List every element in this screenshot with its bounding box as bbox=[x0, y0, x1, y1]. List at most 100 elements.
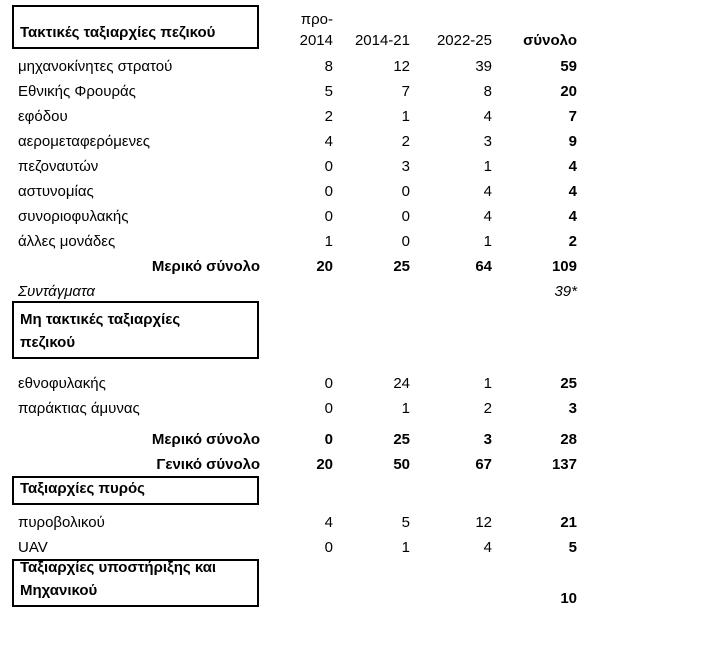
cell-2022-25: 8 bbox=[483, 83, 492, 100]
cell-pre-2014: 20 bbox=[316, 258, 333, 275]
cell-2014-21: 1 bbox=[401, 108, 410, 125]
table-row-mechanized: μηχανοκίνητες στρατού 8 12 39 59 bbox=[0, 54, 577, 79]
cell-2022-25: 2 bbox=[483, 400, 492, 417]
cell-2022-25: 4 bbox=[483, 208, 492, 225]
row-label: μηχανοκίνητες στρατού bbox=[18, 58, 173, 75]
cell-pre-2014: 0 bbox=[324, 400, 333, 417]
cell-2014-21: 24 bbox=[393, 375, 410, 392]
cell-2014-21: 5 bbox=[401, 514, 410, 531]
cell-total: 25 bbox=[560, 375, 577, 392]
table-row-other-units: άλλες μονάδες 1 0 1 2 bbox=[0, 229, 577, 254]
cell-2022-25: 3 bbox=[483, 431, 492, 448]
cell-2014-21: 0 bbox=[401, 183, 410, 200]
cell-pre-2014: 4 bbox=[324, 133, 333, 150]
cell-total: 137 bbox=[551, 456, 577, 473]
cell-2014-21: 7 bbox=[401, 83, 410, 100]
table-row-assault: εφόδου 2 1 4 7 bbox=[0, 104, 577, 129]
row-label: Γενικό σύνολο bbox=[156, 456, 260, 473]
cell-2014-21: 2 bbox=[401, 133, 410, 150]
cell-pre-2014: 0 bbox=[324, 431, 333, 448]
cell-pre-2014: 4 bbox=[324, 514, 333, 531]
cell-total: 7 bbox=[568, 108, 577, 125]
section-title-line1: Μη τακτικές ταξιαρχίες bbox=[20, 311, 181, 328]
cell-total: 21 bbox=[560, 514, 577, 531]
cell-2014-21: 12 bbox=[393, 58, 410, 75]
section-title: Τακτικές ταξιαρχίες πεζικού bbox=[20, 24, 216, 41]
cell-total: 109 bbox=[551, 258, 577, 275]
cell-total: 2 bbox=[568, 233, 577, 250]
cell-total: 4 bbox=[568, 183, 577, 200]
section-header-fire-brigades: Ταξιαρχίες πυρός bbox=[12, 476, 259, 505]
section-header-regular-infantry: Τακτικές ταξιαρχίες πεζικού bbox=[12, 5, 259, 49]
cell-2022-25: 3 bbox=[483, 133, 492, 150]
cell-pre-2014: 0 bbox=[324, 539, 333, 556]
column-header-2014-21: 2014-21 bbox=[354, 32, 410, 49]
table-row-uav: UAV 0 1 4 5 bbox=[0, 535, 577, 560]
cell-2022-25: 1 bbox=[483, 233, 492, 250]
row-label: συνοριοφυλακής bbox=[18, 208, 129, 225]
cell-2022-25: 4 bbox=[483, 108, 492, 125]
cell-2022-25: 1 bbox=[483, 375, 492, 392]
table-row-support-total: 10 bbox=[0, 586, 577, 611]
row-label: UAV bbox=[18, 539, 48, 556]
cell-2022-25: 4 bbox=[483, 539, 492, 556]
table-row-national-guard: Εθνικής Φρουράς 5 7 8 20 bbox=[0, 79, 577, 104]
cell-2014-21: 50 bbox=[393, 456, 410, 473]
cell-pre-2014: 0 bbox=[324, 208, 333, 225]
table-row-subtotal-regular: Μερικό σύνολο 20 25 64 109 bbox=[0, 254, 577, 279]
table-row-national-militia: εθνοφυλακής 0 24 1 25 bbox=[0, 371, 577, 396]
cell-2014-21: 25 bbox=[393, 258, 410, 275]
cell-pre-2014: 8 bbox=[324, 58, 333, 75]
section-title-line2: πεζικού bbox=[20, 334, 76, 351]
table-row-subtotal-irregular: Μερικό σύνολο 0 25 3 28 bbox=[0, 427, 577, 452]
cell-total: 28 bbox=[560, 431, 577, 448]
cell-total: 10 bbox=[560, 590, 577, 607]
row-label: Μερικό σύνολο bbox=[151, 258, 260, 275]
column-headers: προ- 2014 2014-21 2022-25 σύνολο bbox=[260, 5, 577, 51]
cell-total: 59 bbox=[560, 58, 577, 75]
cell-2014-21: 0 bbox=[401, 233, 410, 250]
table-row-police: αστυνομίας 0 0 4 4 bbox=[0, 179, 577, 204]
table-row-marine: πεζοναυτών 0 3 1 4 bbox=[0, 154, 577, 179]
cell-2022-25: 67 bbox=[475, 456, 492, 473]
cell-2014-21: 3 bbox=[401, 158, 410, 175]
cell-2022-25: 39 bbox=[475, 58, 492, 75]
cell-total: 5 bbox=[568, 539, 577, 556]
section-header-irregular-infantry: Μη τακτικές ταξιαρχίες πεζικού bbox=[12, 301, 259, 359]
row-label: εθνοφυλακής bbox=[18, 375, 106, 392]
table-row-artillery: πυροβολικού 4 5 12 21 bbox=[0, 510, 577, 535]
table-row-coastal-defense: παράκτιας άμυνας 0 1 2 3 bbox=[0, 396, 577, 421]
row-label: εφόδου bbox=[18, 108, 68, 125]
cell-pre-2014: 0 bbox=[324, 375, 333, 392]
cell-pre-2014: 2 bbox=[324, 108, 333, 125]
section-title-line1: Ταξιαρχίες υποστήριξης και bbox=[20, 559, 217, 576]
row-label: αερομεταφερόμενες bbox=[18, 133, 150, 150]
cell-total: 39* bbox=[554, 283, 577, 300]
cell-pre-2014: 0 bbox=[324, 158, 333, 175]
cell-pre-2014: 0 bbox=[324, 183, 333, 200]
cell-total: 4 bbox=[568, 208, 577, 225]
cell-pre-2014: 1 bbox=[324, 233, 333, 250]
cell-2022-25: 64 bbox=[475, 258, 492, 275]
table-row-grand-total: Γενικό σύνολο 20 50 67 137 bbox=[0, 452, 577, 477]
cell-2014-21: 25 bbox=[393, 431, 410, 448]
cell-pre-2014: 5 bbox=[324, 83, 333, 100]
table-row-airmobile: αερομεταφερόμενες 4 2 3 9 bbox=[0, 129, 577, 154]
cell-2022-25: 4 bbox=[483, 183, 492, 200]
column-header-pre-2014: προ- 2014 bbox=[299, 11, 333, 49]
cell-2022-25: 1 bbox=[483, 158, 492, 175]
table-row-regiments: Συντάγματα 39* bbox=[0, 279, 577, 304]
row-label: Συντάγματα bbox=[18, 283, 95, 300]
cell-total: 3 bbox=[568, 400, 577, 417]
column-header-total: σύνολο bbox=[523, 32, 577, 49]
row-label: αστυνομίας bbox=[18, 183, 94, 200]
cell-2014-21: 1 bbox=[401, 400, 410, 417]
cell-total: 9 bbox=[568, 133, 577, 150]
table-row-border-guard: συνοριοφυλακής 0 0 4 4 bbox=[0, 204, 577, 229]
row-label: Εθνικής Φρουράς bbox=[18, 83, 136, 100]
cell-total: 4 bbox=[568, 158, 577, 175]
cell-total: 20 bbox=[560, 83, 577, 100]
row-label: παράκτιας άμυνας bbox=[18, 400, 140, 417]
cell-2014-21: 1 bbox=[401, 539, 410, 556]
